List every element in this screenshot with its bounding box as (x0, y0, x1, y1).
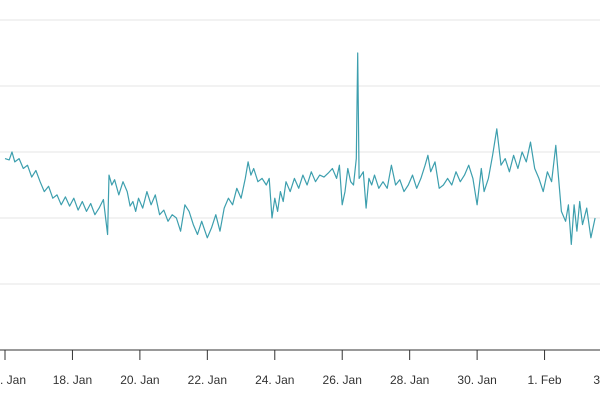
x-tick-label-8: 1. Feb (528, 373, 562, 387)
gridlines (0, 19, 600, 285)
x-tick-label-4: 24. Jan (255, 373, 294, 387)
x-tick-label-2: 20. Jan (120, 373, 159, 387)
x-tick-label-3: 22. Jan (188, 373, 227, 387)
x-tick-label-5: 26. Jan (323, 373, 362, 387)
x-tick-label-6: 28. Jan (390, 373, 429, 387)
series-group (4, 52, 596, 245)
series-line-0 (4, 52, 596, 245)
x-tick-label-0: . Jan (0, 373, 26, 387)
x-tick-label-9: 3 (593, 373, 600, 387)
x-axis-ticks: . Jan 18. Jan 20. Jan 22. Jan 24. Jan 26. Jan… (0, 350, 600, 387)
x-tick-label-7: 30. Jan (457, 373, 496, 387)
x-tick-label-1: 18. Jan (53, 373, 92, 387)
